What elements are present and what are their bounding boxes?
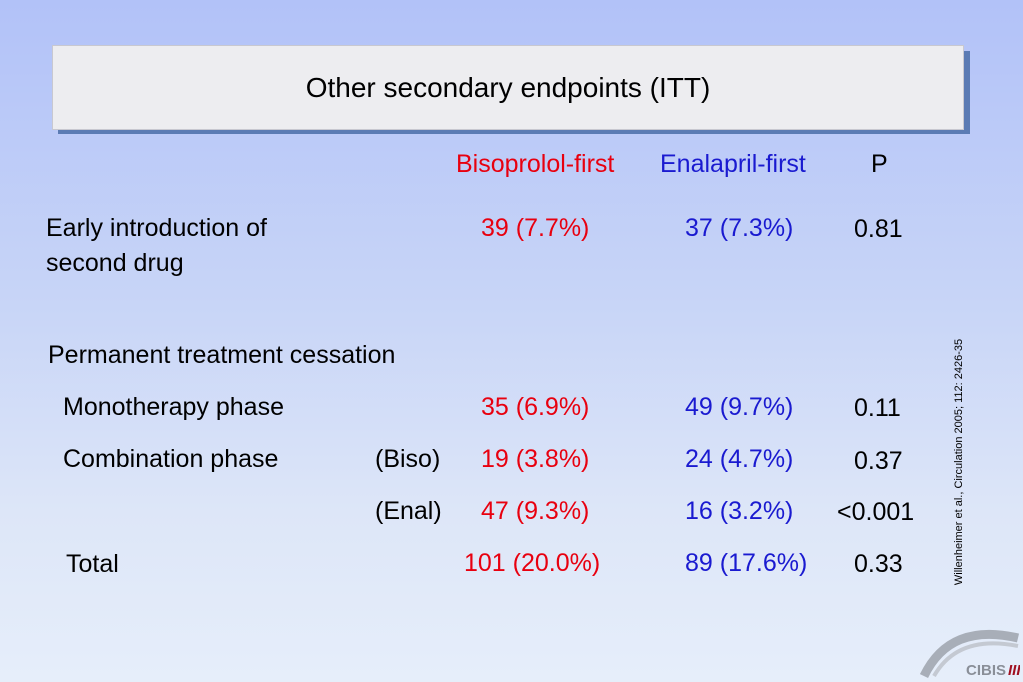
row-early-label-line1: Early introduction of <box>46 214 267 242</box>
row-total-enal: 89 (17.6%) <box>685 549 808 577</box>
row-mono-label: Monotherapy phase <box>63 393 284 421</box>
citation: Willenheimer et al., Circulation 2005; 1… <box>953 338 965 586</box>
header-enalapril-first: Enalapril-first <box>660 150 806 178</box>
row-early-label-line2: second drug <box>46 249 184 277</box>
row-combo-biso-biso: 19 (3.8%) <box>481 445 590 473</box>
header-p: P <box>871 150 888 178</box>
row-combo-enal-enal: 16 (3.2%) <box>685 497 794 525</box>
row-total-biso: 101 (20.0%) <box>464 549 601 577</box>
svg-text:CIBIS: CIBIS <box>966 662 1006 679</box>
row-mono-p: 0.11 <box>854 394 901 422</box>
row-early-biso: 39 (7.7%) <box>481 214 590 242</box>
cibis-logo: CIBIS III <box>920 629 1020 679</box>
row-mono-enal: 49 (9.7%) <box>685 393 794 421</box>
slide-title: Other secondary endpoints (ITT) <box>305 71 711 103</box>
row-early-p: 0.81 <box>854 215 903 243</box>
row-combo-label: Combination phase <box>63 445 279 473</box>
row-combo-enal-sub: (Enal) <box>375 497 442 525</box>
header-bisoprolol-first: Bisoprolol-first <box>456 150 615 178</box>
row-combo-biso-enal: 24 (4.7%) <box>685 445 794 473</box>
row-early-enal: 37 (7.3%) <box>685 214 794 242</box>
title-box: Other secondary endpoints (ITT) <box>52 45 964 130</box>
row-combo-enal-biso: 47 (9.3%) <box>481 497 590 525</box>
row-combo-biso-sub: (Biso) <box>375 445 441 473</box>
row-combo-biso-p: 0.37 <box>854 447 903 475</box>
row-total-label: Total <box>66 550 119 578</box>
svg-text:III: III <box>1008 662 1020 679</box>
row-total-p: 0.33 <box>854 550 903 578</box>
row-combo-enal-p: <0.001 <box>837 498 915 526</box>
section-cessation-label: Permanent treatment cessation <box>48 341 396 369</box>
row-mono-biso: 35 (6.9%) <box>481 393 590 421</box>
